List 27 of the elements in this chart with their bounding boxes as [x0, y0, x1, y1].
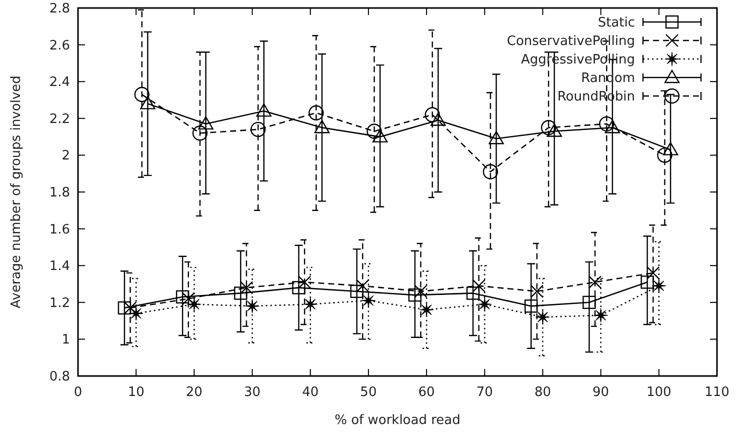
y-tick-label: 2: [62, 148, 70, 164]
y-tick-label: 1.6: [49, 222, 70, 238]
legend-label: Static: [598, 16, 635, 30]
x-tick-label: 100: [646, 385, 672, 400]
legend-label: ConservativePolling: [506, 34, 635, 49]
x-tick-label: 30: [244, 385, 261, 400]
x-tick-label: 0: [74, 385, 82, 400]
y-tick-label: 0.8: [49, 370, 70, 384]
x-tick-label: 110: [704, 385, 730, 400]
y-tick-label: 1.2: [49, 296, 70, 311]
y-tick-label: 1.4: [49, 259, 70, 274]
x-axis-title: % of workload read: [334, 413, 460, 428]
x-tick-label: 60: [418, 385, 435, 400]
x-tick-label: 70: [476, 385, 493, 400]
x-tick-label: 90: [592, 385, 610, 400]
y-tick-label: 2.2: [49, 112, 70, 127]
y-tick-label: 1.8: [49, 186, 70, 200]
x-tick-label: 40: [302, 385, 319, 400]
y-tick-label: 2.6: [49, 38, 70, 54]
x-tick-label: 10: [128, 385, 144, 400]
y-tick-label: 1: [62, 332, 70, 348]
x-tick-label: 80: [534, 385, 551, 400]
x-tick-label: 20: [186, 385, 202, 400]
x-tick-label: 50: [360, 385, 377, 400]
y-axis-title: Average number of groups involved: [9, 76, 24, 308]
y-tick-label: 2.4: [49, 75, 70, 90]
y-tick-label: 2.8: [49, 2, 70, 16]
